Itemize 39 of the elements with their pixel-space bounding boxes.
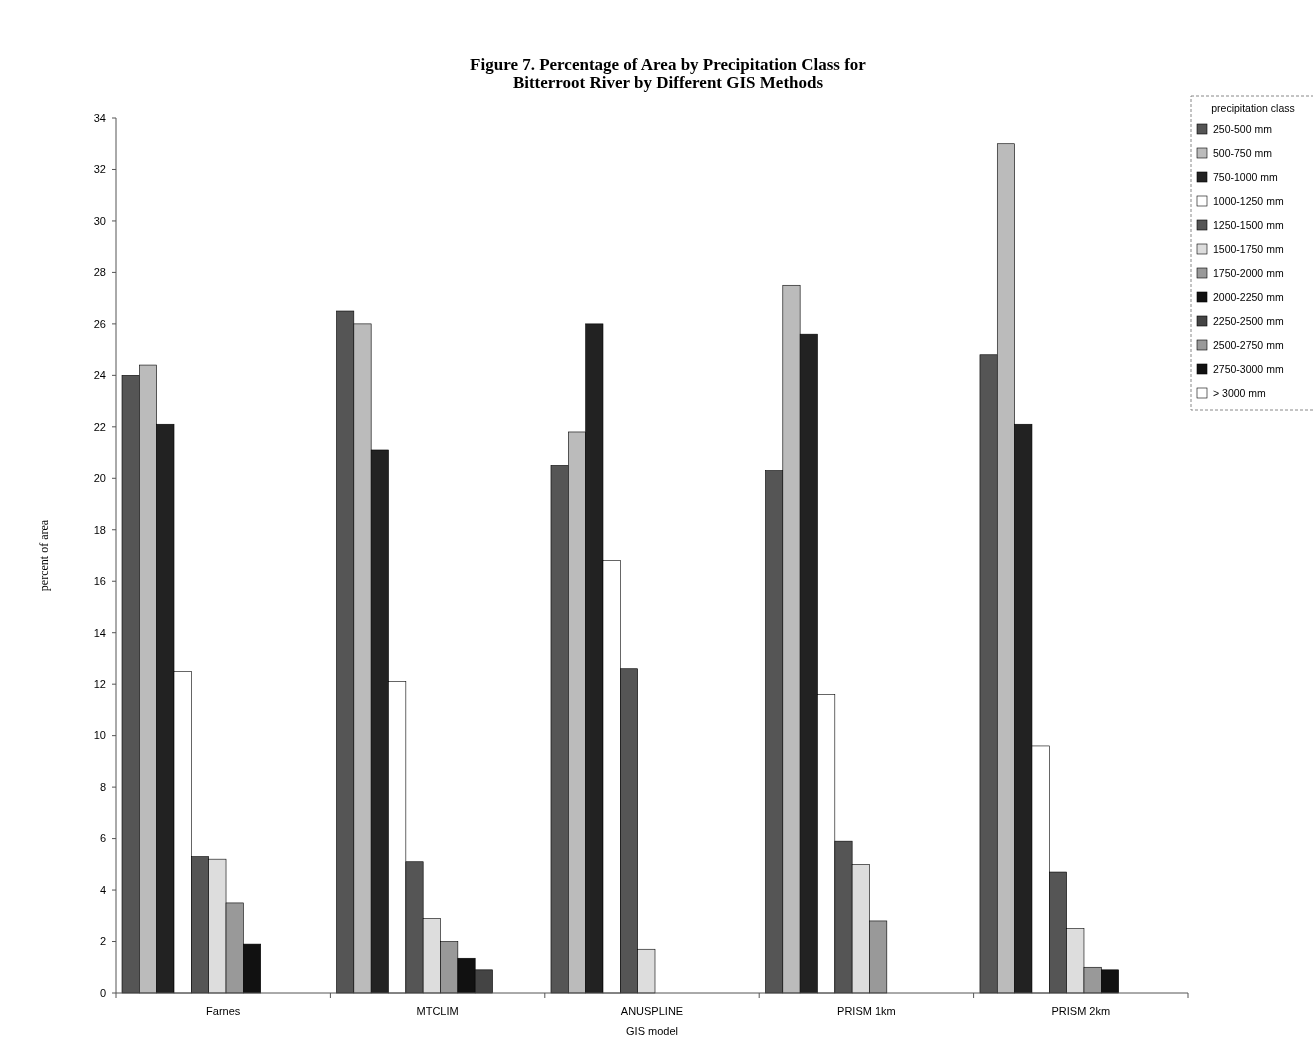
legend-label: 2250-2500 mm (1213, 315, 1284, 327)
y-tick-label: 18 (93, 523, 106, 536)
legend-label: 2000-2250 mm (1213, 291, 1284, 303)
y-tick-label: 20 (93, 472, 106, 485)
legend-label: 1750-2000 mm (1213, 267, 1284, 279)
y-tick-label: 8 (99, 780, 106, 793)
legend-label: 250-500 mm (1213, 123, 1273, 135)
legend-label: 1250-1500 mm (1213, 219, 1284, 231)
y-tick-label: 16 (93, 575, 106, 588)
y-tick-label: 32 (93, 163, 106, 176)
legend-label: > 3000 mm (1213, 387, 1267, 399)
y-tick-label: 0 (99, 986, 106, 999)
y-tick-label: 22 (93, 420, 106, 433)
y-tick-label: 10 (93, 729, 106, 742)
legend-label: 500-750 mm (1213, 147, 1273, 159)
y-tick-label: 34 (93, 111, 106, 124)
chart-title: Figure 7. Percentage of Area by Precipitation Class for Bitterroot River by Different GIS Methods (470, 55, 867, 92)
x-tick-label: Farnes (206, 1005, 241, 1017)
x-tick-label: PRISM 2km (1051, 1005, 1111, 1017)
legend-label: 750-1000 mm (1213, 171, 1279, 183)
legend-label: 2500-2750 mm (1213, 339, 1284, 351)
legend-label: 1500-1750 mm (1213, 243, 1284, 255)
y-tick-label: 30 (93, 214, 106, 227)
x-tick-label: MTCLIM (416, 1005, 459, 1017)
y-tick-label: 24 (93, 369, 106, 382)
y-axis-title: percent of area (37, 519, 51, 592)
y-tick-label: 28 (93, 266, 106, 279)
x-tick-label: PRISM 1km (837, 1005, 896, 1017)
y-tick-label: 4 (99, 883, 106, 896)
x-axis-title: GIS model (626, 1025, 678, 1037)
y-tick-label: 2 (99, 935, 106, 948)
legend-title: precipitation class (1211, 102, 1295, 114)
y-tick-label: 26 (93, 317, 106, 330)
y-tick-label: 6 (99, 832, 106, 845)
x-tick-label: ANUSPLINE (620, 1005, 684, 1017)
legend-label: 1000-1250 mm (1213, 195, 1284, 207)
y-tick-label: 14 (93, 626, 106, 639)
y-tick-label: 12 (93, 678, 106, 691)
legend-label: 2750-3000 mm (1213, 363, 1284, 375)
